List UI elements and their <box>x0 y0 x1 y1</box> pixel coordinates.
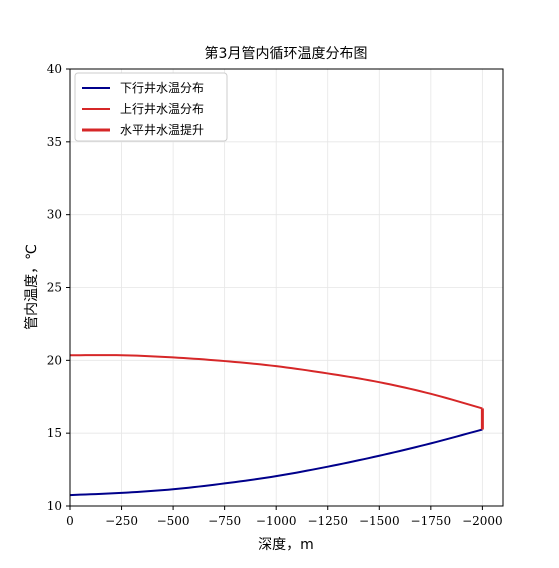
x-tick-label: −1500 <box>359 514 400 528</box>
y-axis-label: 管内温度，℃ <box>24 244 40 330</box>
x-tick-label: −250 <box>105 514 138 528</box>
legend-label: 上行井水温分布 <box>120 102 204 116</box>
series-1 <box>69 428 483 497</box>
legend-label: 下行井水温分布 <box>120 81 204 95</box>
y-tick-label: 40 <box>47 62 62 76</box>
legend-box <box>74 72 228 142</box>
series-layer <box>69 354 484 497</box>
x-axis-label: 深度，m <box>258 537 314 553</box>
series-line <box>69 428 483 497</box>
x-tick-label: 0 <box>66 514 74 528</box>
y-tick-label: 30 <box>47 208 62 222</box>
series-2 <box>69 354 483 410</box>
x-tick-label: −1000 <box>256 514 297 528</box>
y-tick-label: 20 <box>47 353 62 367</box>
x-tick-label: −1750 <box>411 514 452 528</box>
x-tick-label: −500 <box>157 514 190 528</box>
y-axis: 10 15 20 25 30 35 40 <box>47 62 70 513</box>
chart-title: 第3月管内循环温度分布图 <box>205 45 368 62</box>
x-axis: 0 −250 −500 −750 −1000 −1250 −1500 −1750 −2000 <box>66 506 503 528</box>
x-tick-label: −2000 <box>462 514 503 528</box>
series-line <box>69 354 483 410</box>
y-tick-label: 25 <box>47 281 62 295</box>
y-tick-label: 15 <box>47 426 62 440</box>
x-tick-label: −1250 <box>307 514 348 528</box>
y-tick-label: 35 <box>47 135 62 149</box>
x-tick-label: −750 <box>208 514 241 528</box>
y-tick-label: 10 <box>47 499 62 513</box>
legend-label: 水平井水温提升 <box>120 122 204 137</box>
grid <box>69 68 503 507</box>
